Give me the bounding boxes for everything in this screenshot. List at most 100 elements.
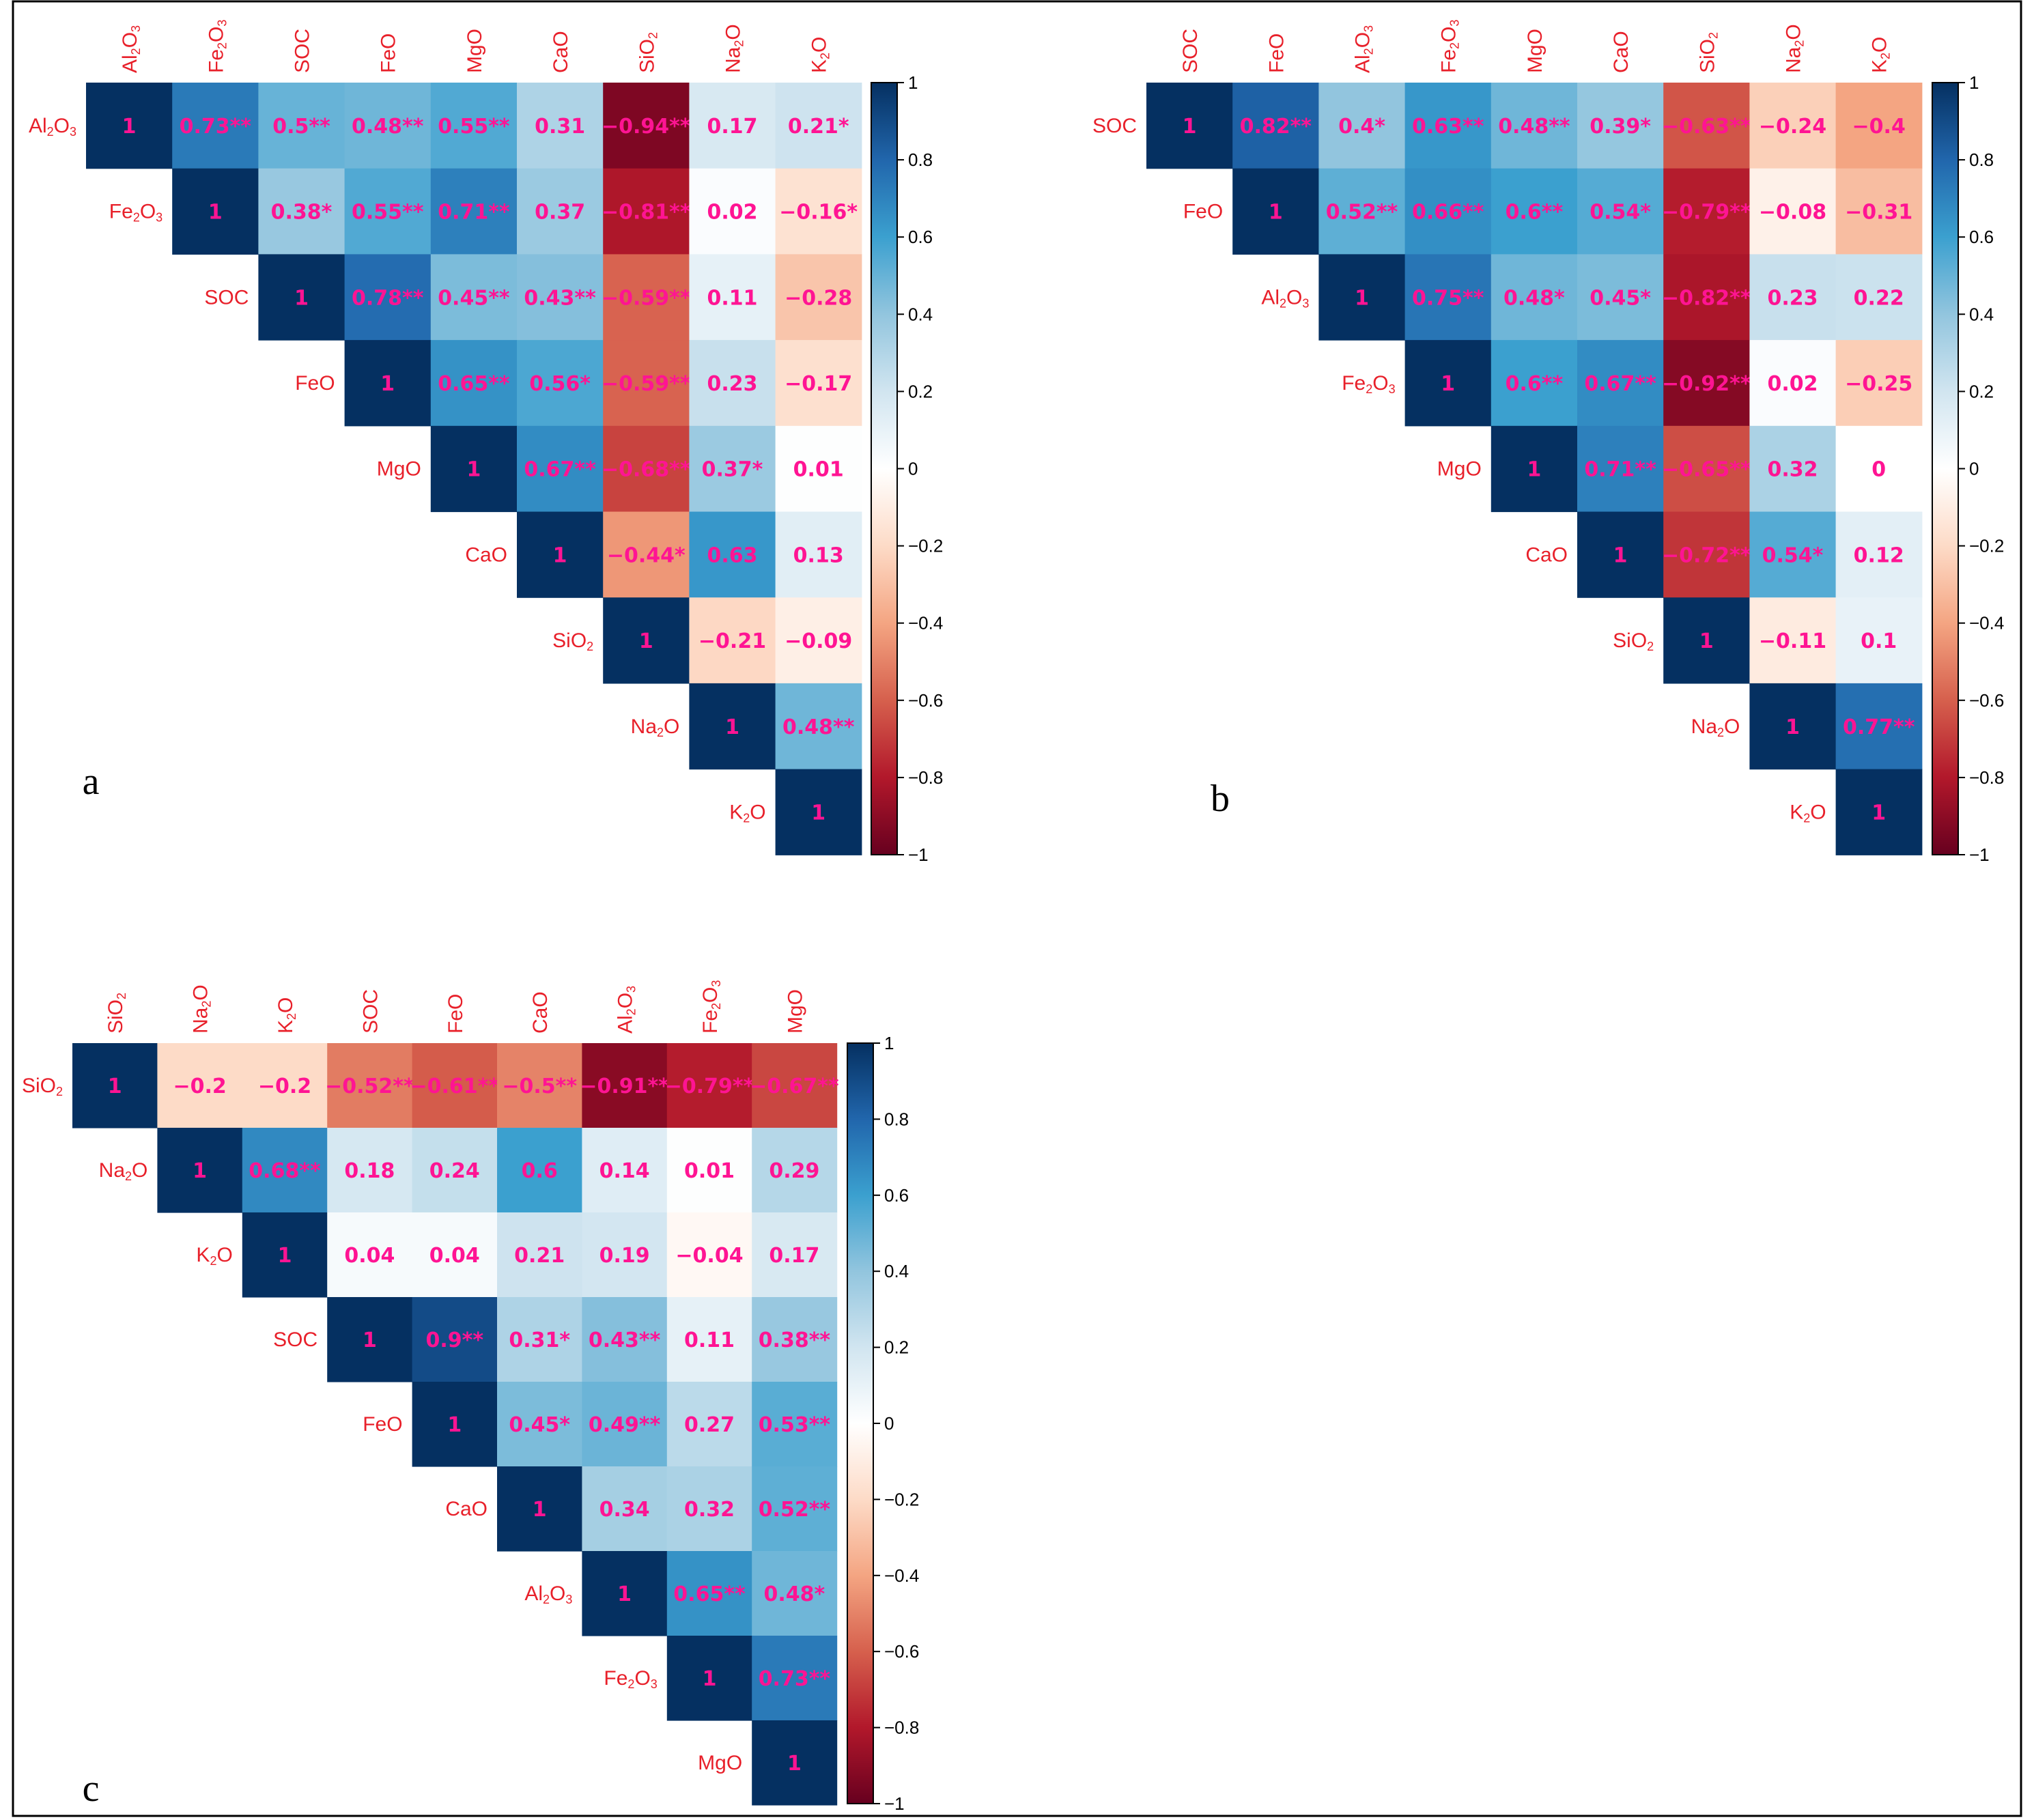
heatmap-cell-feo-k2o (775, 340, 862, 427)
colorbar-tick-label: −0.8 (1969, 767, 2004, 788)
cell-value-label: 0.12 (1854, 543, 1904, 567)
cell-value-label: 1 (193, 1159, 207, 1183)
heatmap-cell-sio2-na2o (1749, 597, 1837, 684)
heatmap-cell-feo-k2o (1835, 168, 1923, 255)
colorbar-tick-label: −0.8 (884, 1718, 919, 1738)
cell-value-label: −0.79** (1662, 201, 1751, 225)
cell-value-label: 1 (208, 201, 223, 225)
heatmap-cell-fe2o3-feo (344, 168, 432, 255)
heatmap-cell-al2o3-k2o (775, 83, 862, 169)
cell-value-label: 0.73** (759, 1667, 831, 1691)
heatmap-cell-soc-mgo (430, 254, 518, 341)
cell-value-label: 0.17 (707, 115, 757, 139)
cell-value-label: −0.52** (325, 1075, 414, 1098)
cell-value-label: 0.43** (589, 1328, 661, 1352)
cell-value-label: 0.6** (1506, 201, 1564, 225)
heatmap-cell-feo-mgo (752, 1382, 838, 1467)
heatmap-cell-na2o-k2o (242, 1128, 328, 1213)
heatmap-cell-mgo-sio2 (1663, 425, 1750, 513)
cell-value-label: −0.94** (602, 115, 691, 139)
heatmap-cell-soc-soc (1146, 83, 1233, 169)
heatmap-cell-sio2-soc (327, 1043, 413, 1128)
cell-value-label: 1 (787, 1752, 802, 1776)
heatmap-cell-soc-sio2 (603, 254, 690, 341)
cell-value-label: 1 (1441, 372, 1455, 396)
row-label-cao: CaO (445, 1498, 488, 1520)
heatmap-cell-na2o-mgo (752, 1128, 838, 1213)
heatmap-cell-sio2-sio2 (603, 597, 690, 684)
cell-value-label: 0.24 (429, 1159, 480, 1183)
column-label-k2o: K2O (808, 37, 832, 73)
heatmap-cell-feo-al2o3 (582, 1382, 668, 1467)
cell-value-label: 1 (1527, 458, 1541, 482)
row-label-fe2o3: Fe2O3 (109, 201, 163, 225)
heatmap-cell-sio2-k2o (775, 597, 862, 684)
cell-value-label: 0.32 (684, 1498, 735, 1522)
cell-value-label: 1 (363, 1328, 377, 1352)
row-label-fe2o3: Fe2O3 (604, 1667, 657, 1691)
row-label-k2o: K2O (1790, 801, 1826, 825)
heatmap-cell-al2o3-sio2 (1663, 254, 1750, 341)
heatmap-cell-soc-feo (412, 1297, 498, 1382)
panel-a: 1 0.73** 0.5** 0.48** 0.55** 0.31 −0.94** 0.17 0… (29, 20, 943, 865)
row-label-soc: SOC (1092, 115, 1137, 137)
row-label-cao: CaO (1525, 543, 1568, 566)
cell-value-label: 0.5** (272, 115, 330, 139)
heatmap-cell-al2o3-al2o3 (1318, 254, 1406, 341)
colorbar-tick-label: −1 (908, 844, 929, 865)
heatmap-cell-mgo-mgo (752, 1720, 838, 1806)
heatmap-cell-soc-al2o3 (582, 1297, 668, 1382)
heatmap-cell-fe2o3-mgo (752, 1636, 838, 1721)
cell-value-label: 0.17 (769, 1244, 819, 1268)
heatmap-cell-sio2-sio2 (72, 1043, 158, 1128)
cell-value-label: −0.31 (1845, 201, 1912, 225)
cell-value-label: 1 (725, 715, 739, 739)
heatmap-cell-k2o-k2o (1835, 769, 1923, 855)
colorbar-tick-label: −0.4 (884, 1565, 919, 1586)
heatmap-cell-fe2o3-cao (517, 168, 604, 255)
cell-value-label: 1 (1269, 201, 1283, 225)
column-label-soc: SOC (359, 989, 382, 1034)
heatmap-cell-cao-sio2 (603, 511, 690, 598)
column-label-cao: CaO (550, 31, 572, 73)
heatmap-cell-soc-sio2 (1663, 83, 1750, 169)
heatmap-cell-soc-fe2o3 (666, 1297, 752, 1382)
heatmap-cell-fe2o3-na2o (1749, 340, 1837, 427)
column-label-mgo: MgO (784, 989, 806, 1034)
heatmap-cell-fe2o3-fe2o3 (666, 1636, 752, 1721)
heatmap-cell-al2o3-al2o3 (582, 1551, 668, 1636)
heatmap-cell-fe2o3-soc (258, 168, 345, 255)
heatmap-cell-cao-sio2 (1663, 511, 1750, 598)
row-label-feo: FeO (363, 1413, 402, 1436)
cell-value-label: −0.5** (502, 1075, 577, 1098)
colorbar-tick-label: 0 (884, 1413, 894, 1434)
cell-value-label: −0.44* (607, 543, 686, 567)
cell-value-label: 0.68** (249, 1159, 321, 1183)
colorbar-tick-label: −0.4 (1969, 613, 2004, 634)
colorbar-tick-label: −0.6 (908, 690, 943, 711)
heatmap-cell-mgo-na2o (1749, 425, 1837, 513)
panel-letter-b: b (1211, 778, 1230, 820)
heatmap-cell-feo-mgo (1491, 168, 1578, 255)
heatmap-cell-mgo-sio2 (603, 425, 690, 513)
cell-value-label: 0.78** (352, 286, 424, 310)
cell-value-label: −0.63** (1662, 115, 1751, 139)
cell-value-label: 0.02 (1767, 372, 1818, 396)
heatmap-cell-al2o3-mgo (752, 1551, 838, 1636)
colorbar-tick-label: 0.2 (908, 381, 933, 401)
cell-value-label: −0.79** (665, 1075, 754, 1098)
cell-value-label: 0.48* (764, 1582, 825, 1606)
heatmap-cell-al2o3-na2o (1749, 254, 1837, 341)
cell-value-label: 0.54* (1762, 543, 1824, 567)
column-label-al2o3: Al2O3 (1352, 25, 1376, 73)
heatmap-cell-soc-soc (258, 254, 345, 341)
cell-value-label: −0.28 (785, 286, 852, 310)
row-label-feo: FeO (1183, 201, 1223, 223)
column-label-feo: FeO (1265, 33, 1288, 73)
colorbar-tick-label: 0.4 (1969, 304, 1994, 324)
colorbar-tick-label: −0.2 (908, 536, 943, 556)
cell-value-label: 0.14 (599, 1159, 650, 1183)
colorbar-tick-label: 0.6 (908, 227, 933, 247)
row-label-na2o: Na2O (1691, 715, 1740, 739)
heatmap-cell-na2o-fe2o3 (666, 1128, 752, 1213)
